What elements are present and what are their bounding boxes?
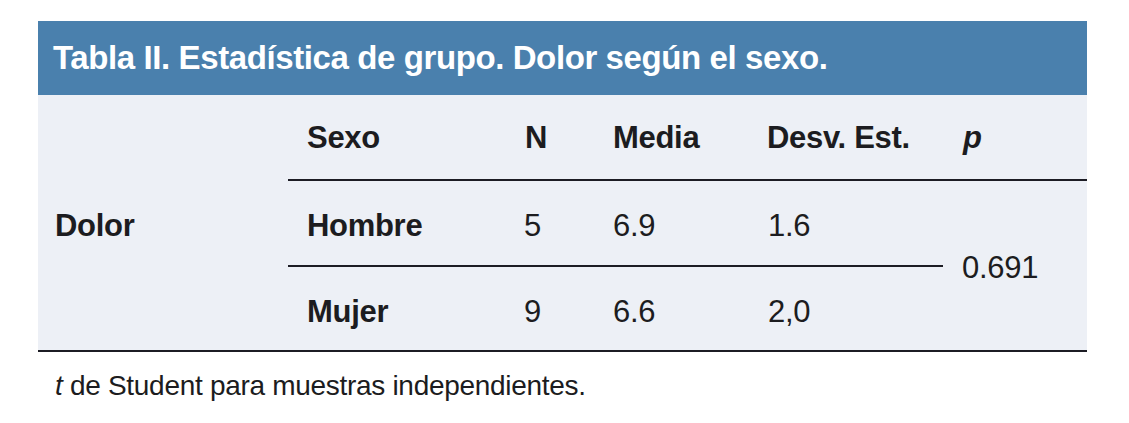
page: Tabla II. Estadística de grupo. Dolor se… (0, 0, 1129, 423)
row-separator-rule (288, 265, 943, 267)
column-header-sexo: Sexo (307, 122, 380, 153)
table-footnote: t de Student para muestras independiente… (55, 370, 586, 402)
header-underline-rule (288, 179, 1087, 181)
table-body: Sexo N Media Desv. Est. p Dolor Hombre 5… (38, 95, 1087, 352)
table-title: Tabla II. Estadística de grupo. Dolor se… (53, 39, 827, 77)
row-hombre-sexo: Hombre (307, 210, 422, 241)
column-header-n: N (525, 122, 547, 153)
column-header-media: Media (613, 122, 699, 153)
row-mujer-media: 6.6 (613, 296, 655, 327)
column-header-desv-est: Desv. Est. (767, 122, 910, 153)
row-mujer-desv-est: 2,0 (768, 296, 810, 327)
statistics-table: Tabla II. Estadística de grupo. Dolor se… (38, 21, 1087, 352)
row-mujer-n: 9 (524, 296, 541, 327)
p-value: 0.691 (962, 252, 1038, 283)
footnote-text: de Student para muestras independientes. (62, 370, 585, 401)
column-header-p: p (963, 122, 982, 153)
row-hombre-desv-est: 1.6 (768, 210, 810, 241)
row-hombre-n: 5 (524, 210, 541, 241)
table-title-bar: Tabla II. Estadística de grupo. Dolor se… (38, 21, 1087, 95)
row-group-label-dolor: Dolor (55, 210, 134, 241)
row-mujer-sexo: Mujer (307, 296, 388, 327)
row-hombre-media: 6.9 (613, 210, 655, 241)
